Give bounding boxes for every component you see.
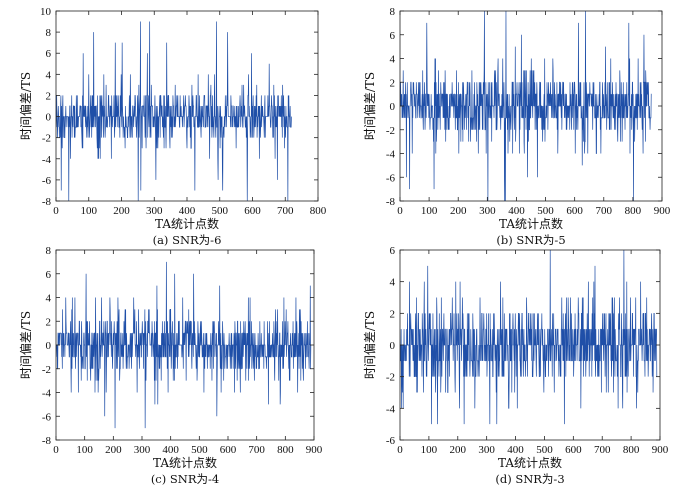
y-tick-label: -6	[386, 172, 396, 184]
panel-caption: (d) SNR为-3	[495, 472, 564, 486]
y-tick-label: -4	[42, 388, 52, 400]
x-tick-label: 800	[277, 444, 294, 456]
x-tick-label: 600	[565, 444, 582, 456]
x-tick-label: 400	[508, 205, 525, 217]
x-tick-label: 800	[310, 205, 327, 217]
x-tick-label: 300	[146, 205, 163, 217]
series-line	[400, 11, 652, 201]
x-axis-label: TA统计点数	[499, 216, 563, 231]
y-tick-label: -2	[386, 372, 395, 384]
panel-caption: (a) SNR为-6	[153, 233, 222, 247]
x-axis-label: TA统计点数	[498, 455, 562, 470]
x-tick-label: 800	[625, 205, 642, 217]
x-tick-label: 600	[566, 205, 583, 217]
chart-panel-2: 0 100 200 300 400 500 600 700 800 900 -8 -6 -4 -2 0 2 4 6…	[18, 245, 323, 486]
x-tick-label: 0	[397, 444, 403, 456]
x-tick-label: 400	[507, 444, 524, 456]
y-tick-label: 6	[46, 269, 52, 281]
x-tick-label: 300	[478, 444, 495, 456]
x-tick-label: 200	[450, 205, 467, 217]
y-tick-label: -4	[386, 149, 396, 161]
chart-panel-3: 0 100 200 300 400 500 600 700 800 900 -6 -4 -2 0 2 4 6 TA…	[362, 245, 669, 486]
y-tick-label: 0	[46, 340, 52, 352]
y-tick-label: 6	[390, 30, 396, 42]
x-tick-label: 900	[654, 205, 671, 217]
x-tick-label: 900	[652, 444, 669, 456]
x-axis-label: TA统计点数	[153, 455, 217, 470]
y-tick-label: 4	[46, 293, 52, 305]
series-line	[56, 21, 292, 201]
x-tick-label: 600	[244, 205, 261, 217]
y-tick-label: 6	[390, 245, 396, 257]
y-tick-label: -6	[42, 175, 52, 187]
y-tick-label: -4	[42, 154, 52, 166]
y-tick-label: 2	[46, 316, 52, 328]
y-tick-label: 8	[46, 245, 52, 257]
x-tick-label: 500	[536, 444, 553, 456]
series-line	[400, 250, 658, 425]
x-tick-label: 200	[113, 205, 130, 217]
x-tick-label: 200	[450, 444, 467, 456]
panel-caption: (c) SNR为-4	[151, 472, 219, 486]
x-tick-label: 400	[162, 444, 179, 456]
x-tick-label: 900	[306, 444, 323, 456]
x-tick-label: 200	[105, 444, 122, 456]
y-tick-label: 8	[390, 6, 396, 18]
y-tick-label: 8	[46, 27, 52, 39]
x-tick-label: 400	[179, 205, 196, 217]
panel-caption: (b) SNR为-5	[496, 233, 565, 247]
series-line	[56, 261, 312, 429]
y-tick-label: -2	[42, 133, 51, 145]
chart-panel-0: 0 100 200 300 400 500 600 700 800 -8 -6 -4 -2 0 2 4 6 8 10…	[18, 6, 327, 247]
x-tick-label: 100	[421, 205, 438, 217]
y-tick-label: -8	[42, 435, 52, 447]
x-tick-label: 800	[623, 444, 640, 456]
x-tick-label: 300	[134, 444, 151, 456]
x-tick-label: 500	[191, 444, 208, 456]
y-tick-label: -6	[386, 435, 396, 447]
x-tick-label: 0	[397, 205, 403, 217]
y-tick-label: 0	[390, 340, 396, 352]
x-tick-label: 100	[81, 205, 98, 217]
x-tick-label: 0	[53, 205, 59, 217]
x-tick-label: 100	[421, 444, 438, 456]
y-axis-label: 时间偏差/TS	[18, 72, 33, 140]
x-tick-label: 100	[76, 444, 93, 456]
x-axis-label: TA统计点数	[155, 216, 219, 231]
y-tick-label: -6	[42, 411, 52, 423]
y-tick-label: -2	[386, 125, 395, 137]
x-tick-label: 700	[594, 444, 611, 456]
x-tick-label: 500	[537, 205, 554, 217]
chart-panel-1: 0 100 200 300 400 500 600 700 800 900 -8 -6 -4 -2 0 2 4 6…	[362, 6, 671, 247]
y-tick-label: 2	[390, 308, 396, 320]
y-axis-label: 时间偏差/TS	[18, 311, 33, 379]
y-tick-label: 4	[390, 277, 396, 289]
y-tick-label: -8	[386, 196, 396, 208]
x-tick-label: 700	[248, 444, 265, 456]
y-tick-label: -8	[42, 196, 52, 208]
y-tick-label: 6	[46, 48, 52, 60]
x-tick-label: 0	[53, 444, 59, 456]
y-tick-label: 10	[40, 6, 52, 18]
y-tick-label: 4	[390, 54, 396, 66]
x-tick-label: 500	[212, 205, 229, 217]
y-tick-label: 0	[390, 101, 396, 113]
y-tick-label: 2	[390, 77, 396, 89]
y-tick-label: 2	[46, 90, 52, 102]
y-axis-label: 时间偏差/TS	[362, 311, 377, 379]
y-axis-label: 时间偏差/TS	[362, 72, 377, 140]
y-tick-label: -4	[386, 403, 396, 415]
y-tick-label: -2	[42, 364, 51, 376]
y-tick-label: 0	[46, 112, 52, 124]
x-tick-label: 700	[277, 205, 294, 217]
x-tick-label: 700	[596, 205, 613, 217]
x-tick-label: 600	[220, 444, 237, 456]
y-tick-label: 4	[46, 69, 52, 81]
x-tick-label: 300	[479, 205, 496, 217]
